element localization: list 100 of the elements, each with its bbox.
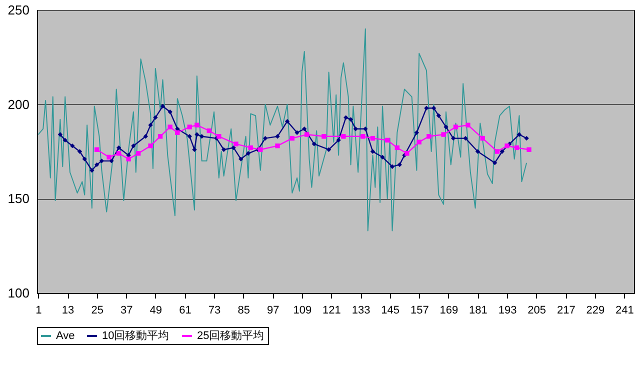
point — [344, 115, 348, 120]
point — [290, 136, 295, 141]
point — [206, 128, 212, 134]
point — [284, 118, 290, 124]
point — [326, 147, 332, 152]
point — [221, 147, 226, 152]
point — [341, 134, 346, 139]
point — [148, 143, 153, 148]
point — [514, 145, 520, 150]
x-tick-label: 133 — [352, 304, 370, 316]
point — [187, 124, 192, 130]
point — [187, 134, 192, 139]
x-tick-label: 121 — [322, 304, 341, 316]
point — [175, 130, 180, 135]
point — [116, 151, 122, 156]
point — [160, 104, 166, 109]
point — [450, 136, 456, 141]
point — [143, 134, 148, 139]
point — [246, 151, 251, 156]
point — [136, 151, 141, 156]
point — [424, 106, 429, 110]
point — [70, 143, 75, 148]
point — [480, 136, 485, 141]
x-tick-label: 193 — [498, 304, 517, 316]
legend-label: Ave — [56, 330, 75, 342]
point — [426, 134, 432, 139]
point — [380, 154, 385, 160]
x-tick-label: 229 — [586, 304, 605, 316]
point — [194, 122, 200, 128]
x-tick-label: 169 — [440, 304, 458, 316]
point — [82, 156, 87, 162]
point — [131, 143, 136, 148]
point — [414, 130, 420, 135]
x-tick-label: 37 — [120, 304, 133, 316]
x-tick-label: 157 — [410, 304, 429, 316]
y-tick-label: 100 — [8, 286, 30, 300]
y-tick-label: 200 — [8, 96, 30, 112]
point — [94, 162, 100, 168]
point — [370, 136, 376, 141]
point — [294, 130, 300, 135]
point — [394, 145, 400, 150]
line-series — [38, 28, 528, 232]
point — [248, 145, 253, 150]
point — [148, 122, 153, 128]
x-tick-label: 13 — [62, 304, 74, 316]
point — [390, 164, 395, 169]
point — [404, 151, 410, 156]
point — [363, 126, 368, 132]
point — [348, 117, 354, 122]
point — [62, 138, 68, 143]
x-tick-label: 85 — [238, 304, 250, 316]
x-tick-label: 109 — [293, 304, 312, 316]
x-tick-label: 1 — [36, 304, 42, 316]
point — [168, 110, 172, 114]
point — [262, 136, 268, 141]
point — [216, 134, 222, 139]
point — [444, 124, 448, 130]
y-tick-label: 250 — [8, 2, 30, 18]
point — [99, 158, 104, 164]
y-tick-label: 150 — [8, 191, 30, 206]
point — [77, 149, 82, 154]
point — [312, 142, 316, 146]
x-tick-label: 205 — [528, 304, 546, 316]
point — [275, 143, 280, 148]
x-tick-label: 181 — [469, 304, 488, 316]
point — [526, 147, 532, 152]
point — [258, 147, 263, 152]
point — [492, 160, 498, 166]
point — [431, 106, 436, 110]
point — [194, 132, 200, 137]
point — [385, 138, 390, 143]
point — [494, 149, 500, 154]
x-tick-label: 61 — [179, 304, 192, 316]
point — [360, 134, 366, 139]
legend-label: 10回移動平均 — [102, 330, 170, 342]
point — [370, 149, 376, 154]
point — [94, 147, 100, 152]
point — [106, 154, 112, 160]
point — [336, 138, 341, 143]
point — [475, 149, 480, 154]
point — [466, 122, 470, 128]
point — [234, 142, 238, 146]
point — [500, 149, 504, 154]
x-tick-label: 49 — [150, 304, 162, 316]
point — [504, 143, 510, 148]
point — [153, 115, 158, 120]
point — [275, 134, 280, 139]
point — [158, 134, 163, 139]
x-tick-label: 97 — [267, 304, 280, 316]
x-tick-label: 217 — [556, 304, 576, 316]
point — [238, 156, 244, 162]
point — [116, 145, 122, 150]
point — [436, 113, 442, 118]
x-tick-label: 241 — [616, 304, 634, 316]
x-tick-label: 145 — [381, 304, 400, 316]
point — [397, 162, 402, 168]
point — [304, 132, 310, 137]
point — [516, 132, 522, 137]
point — [322, 134, 326, 139]
point — [90, 168, 94, 173]
